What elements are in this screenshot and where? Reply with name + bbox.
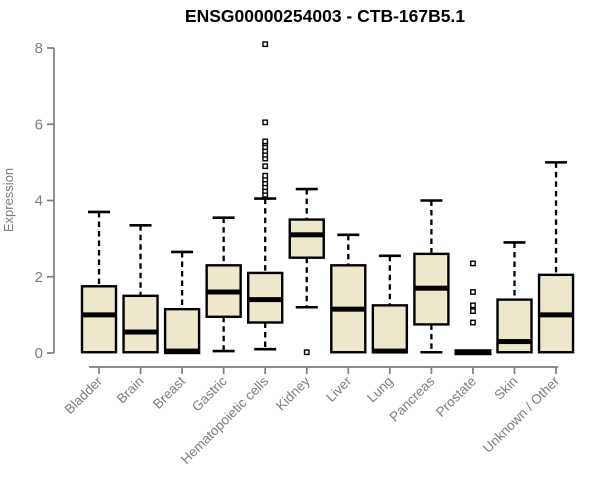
outlier-point <box>262 163 269 170</box>
box-group-skin <box>496 241 533 354</box>
x-category-label: Brain <box>114 374 147 407</box>
outlier-point <box>470 319 476 326</box>
box-group-hematopoietic-cells <box>246 41 284 351</box>
box-group-lung <box>371 254 409 354</box>
x-category-label: Prostate <box>433 374 479 420</box>
box-group-unknown-other <box>537 161 575 354</box>
outlier-point <box>262 119 269 126</box>
box-group-brain <box>122 223 159 354</box>
x-category-label: Breast <box>150 373 188 411</box>
outlier-point <box>262 172 269 179</box>
box <box>122 294 159 354</box>
y-axis: 0 2 4 6 8 <box>35 40 55 362</box>
box <box>163 307 201 355</box>
x-category-label: Skin <box>491 374 520 403</box>
box <box>371 304 409 354</box>
chart-title: ENSG00000254003 - CTB-167B5.1 <box>185 6 465 26</box>
y-tick-label: 4 <box>35 193 43 210</box>
outlier-point <box>470 302 476 309</box>
x-category-label: Liver <box>323 373 355 405</box>
box-group-liver <box>330 233 367 354</box>
median-line <box>539 312 574 318</box>
outlier-point <box>470 289 476 295</box>
median-line <box>331 306 366 312</box>
median-line <box>82 312 116 318</box>
box-group-breast <box>163 250 201 355</box>
box <box>80 285 118 354</box>
y-tick-label: 0 <box>35 345 43 362</box>
outlier-point <box>262 138 269 145</box>
y-tick-label: 6 <box>35 116 43 133</box>
median-line <box>206 289 241 295</box>
box-group-prostate <box>454 260 492 356</box>
x-category-label: Gastric <box>189 373 230 414</box>
x-category-label: Unknown / Other <box>480 373 563 456</box>
median-line <box>165 348 200 354</box>
box <box>496 298 533 354</box>
outlier-point <box>470 308 476 314</box>
median-line <box>289 232 324 238</box>
y-tick-label: 2 <box>35 269 43 286</box>
box-group-kidney <box>288 187 325 356</box>
boxes-layer <box>80 41 575 356</box>
x-category-label: Pancreas <box>387 373 438 424</box>
box <box>288 218 325 259</box>
x-category-label: Kidney <box>273 373 313 413</box>
box-group-pancreas <box>413 199 450 354</box>
median-line <box>414 285 449 291</box>
box-group-bladder <box>80 210 118 354</box>
median-line <box>248 297 283 303</box>
outlier-point <box>262 41 269 48</box>
x-category-label: Lung <box>364 374 396 406</box>
median-line <box>497 339 532 345</box>
outlier-point <box>470 260 476 267</box>
y-tick-label: 8 <box>35 40 43 57</box>
x-category-label: Bladder <box>62 373 106 417</box>
outlier-point <box>303 349 310 356</box>
median-line <box>123 329 158 335</box>
box-group-gastric <box>205 216 242 353</box>
median-line <box>372 348 407 354</box>
y-axis-title: Expression <box>1 168 16 232</box>
flat-box <box>454 349 492 356</box>
